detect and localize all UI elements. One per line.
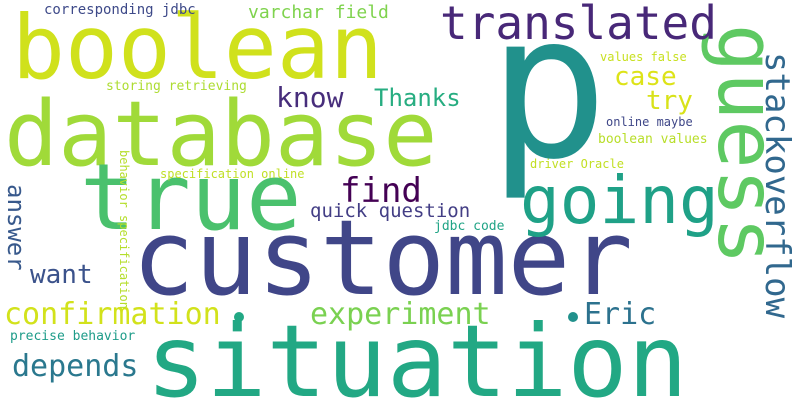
word-varchar-field: varchar field [248, 2, 389, 23]
word-true: true [80, 144, 302, 251]
dot-mark [568, 312, 578, 322]
word-online-maybe: online maybe [606, 115, 693, 129]
word-try: try [646, 86, 693, 116]
word-situation: situation [146, 303, 688, 400]
word-database: database [4, 82, 438, 187]
word-guess: guess [700, 24, 793, 265]
word-specification-online: specification online [160, 167, 305, 181]
word-going: going [520, 162, 719, 239]
word-eric: Eric [584, 297, 657, 332]
word-translated: translated [440, 0, 717, 50]
word-know: know [276, 81, 344, 114]
word-case: case [614, 62, 677, 92]
word-confirmation: confirmation [4, 297, 221, 332]
word-corresponding-jdbc: corresponding jdbc [44, 2, 196, 18]
word-thanks: Thanks [374, 84, 461, 112]
word-boolean-values: boolean values [598, 132, 708, 147]
word-experiment: experiment [310, 297, 491, 332]
word-driver-oracle: driver Oracle [530, 157, 624, 171]
word-precise-behavior: precise behavior [10, 329, 136, 344]
dot-mark [234, 312, 244, 322]
word-storing-retrieving: storing retrieving [106, 79, 247, 94]
word-boolean: boolean [12, 0, 383, 99]
word-stackoverflow: stackoverflow [757, 52, 797, 319]
word-find: find [340, 171, 422, 211]
word-want: want [30, 260, 93, 290]
word-jdbc-code: jdbc code [434, 219, 505, 234]
word-values-false: values false [600, 50, 687, 64]
word-behavior-specification: behavior specification [117, 150, 131, 309]
word-customer: customer [132, 197, 633, 319]
word-depends: depends [12, 349, 139, 384]
word-answer: answer [2, 184, 30, 271]
word-p: p [488, 0, 609, 204]
word-quick-question: quick question [310, 200, 471, 222]
